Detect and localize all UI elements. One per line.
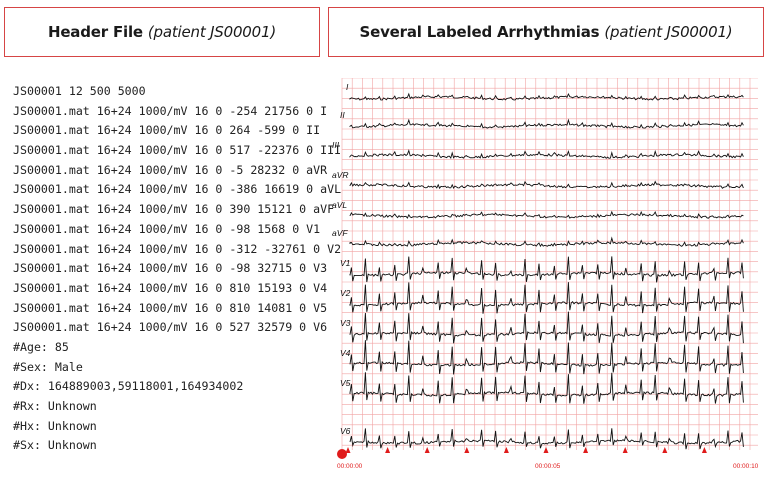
header-line: JS00001.mat 16+24 1000/mV 16 0 810 15193… bbox=[13, 280, 328, 295]
time-marker bbox=[385, 447, 391, 453]
time-marker bbox=[424, 447, 430, 453]
header-line: #Age: 85 bbox=[13, 339, 69, 354]
lead-trace-V5 bbox=[349, 372, 744, 404]
lead-label: aVL bbox=[332, 200, 347, 210]
time-marker bbox=[464, 447, 470, 453]
time-label: 00:00:10 bbox=[733, 463, 758, 470]
lead-trace-aVF bbox=[349, 236, 744, 248]
lead-label: II bbox=[340, 110, 345, 120]
header-line: JS00001.mat 16+24 1000/mV 16 0 -98 1568 … bbox=[13, 221, 321, 236]
header-line: JS00001.mat 16+24 1000/mV 16 0 527 32579… bbox=[13, 320, 328, 335]
header-line: JS00001.mat 16+24 1000/mV 16 0 264 -599 … bbox=[13, 123, 321, 138]
header-file-title-box: Header File (patient JS00001) bbox=[4, 7, 320, 57]
header-line: #Rx: Unknown bbox=[13, 399, 97, 413]
header-line: JS00001.mat 16+24 1000/mV 16 0 -5 28232 … bbox=[13, 162, 328, 177]
header-line: JS00001.mat 16+24 1000/mV 16 0 -254 2175… bbox=[13, 103, 328, 118]
lead-trace-I bbox=[349, 92, 744, 101]
lead-trace-V2 bbox=[349, 282, 744, 314]
header-line: JS00001.mat 16+24 1000/mV 16 0 517 -2237… bbox=[13, 143, 342, 158]
arrhythmia-title: Several Labeled Arrhythmias bbox=[359, 23, 600, 41]
header-line: JS00001.mat 16+24 1000/mV 16 0 810 14081… bbox=[13, 300, 328, 315]
lead-label: V6 bbox=[340, 426, 351, 436]
lead-trace-V3 bbox=[349, 311, 744, 344]
lead-trace-II bbox=[349, 118, 744, 129]
header-line: #Sx: Unknown bbox=[13, 438, 97, 453]
time-marker bbox=[503, 447, 509, 453]
playhead-dot bbox=[337, 449, 347, 459]
arrhythmia-patient: (patient JS00001) bbox=[604, 23, 733, 41]
header-file-patient: (patient JS00001) bbox=[147, 23, 276, 41]
lead-label: V5 bbox=[340, 378, 351, 388]
lead-label: III bbox=[332, 140, 340, 150]
header-line: JS00001.mat 16+24 1000/mV 16 0 -98 32715… bbox=[13, 261, 328, 276]
time-label: 00:00:00 bbox=[337, 463, 363, 470]
header-line: #Hx: Unknown bbox=[13, 418, 97, 433]
header-line: JS00001 12 500 5000 bbox=[13, 84, 146, 98]
lead-trace-III bbox=[349, 149, 744, 159]
time-marker bbox=[622, 447, 628, 453]
lead-label: V2 bbox=[340, 288, 351, 298]
lead-trace-V4 bbox=[349, 340, 744, 375]
lead-label: V3 bbox=[340, 318, 351, 328]
header-file-title: Header File bbox=[47, 23, 143, 41]
lead-trace-V1 bbox=[349, 256, 744, 283]
time-marker bbox=[662, 447, 668, 453]
time-marker bbox=[543, 447, 549, 453]
header-line: #Dx: 164889003,59118001,164934002 bbox=[13, 379, 244, 394]
lead-label: aVR bbox=[332, 170, 349, 180]
time-marker bbox=[583, 447, 589, 453]
time-label: 00:00:05 bbox=[535, 463, 561, 470]
header-line: JS00001.mat 16+24 1000/mV 16 0 390 15121… bbox=[13, 202, 335, 217]
lead-label: aVF bbox=[332, 228, 348, 238]
lead-label: I bbox=[346, 82, 349, 92]
lead-trace-aVL bbox=[349, 210, 744, 219]
time-marker bbox=[345, 447, 351, 453]
header-line: #Sex: Male bbox=[13, 359, 83, 374]
lead-label: V4 bbox=[340, 348, 351, 358]
header-line: JS00001.mat 16+24 1000/mV 16 0 -312 -327… bbox=[13, 241, 342, 256]
header-file-text: JS00001 12 500 5000 JS00001.mat 16+24 100… bbox=[13, 82, 341, 456]
header-line: JS00001.mat 16+24 1000/mV 16 0 -386 1661… bbox=[13, 182, 342, 197]
arrhythmia-title-box: Several Labeled Arrhythmias (patient JS0… bbox=[328, 7, 764, 57]
lead-label: V1 bbox=[340, 258, 351, 268]
lead-trace-aVR bbox=[349, 180, 744, 190]
time-marker bbox=[701, 447, 707, 453]
lead-trace-V6 bbox=[349, 428, 744, 450]
